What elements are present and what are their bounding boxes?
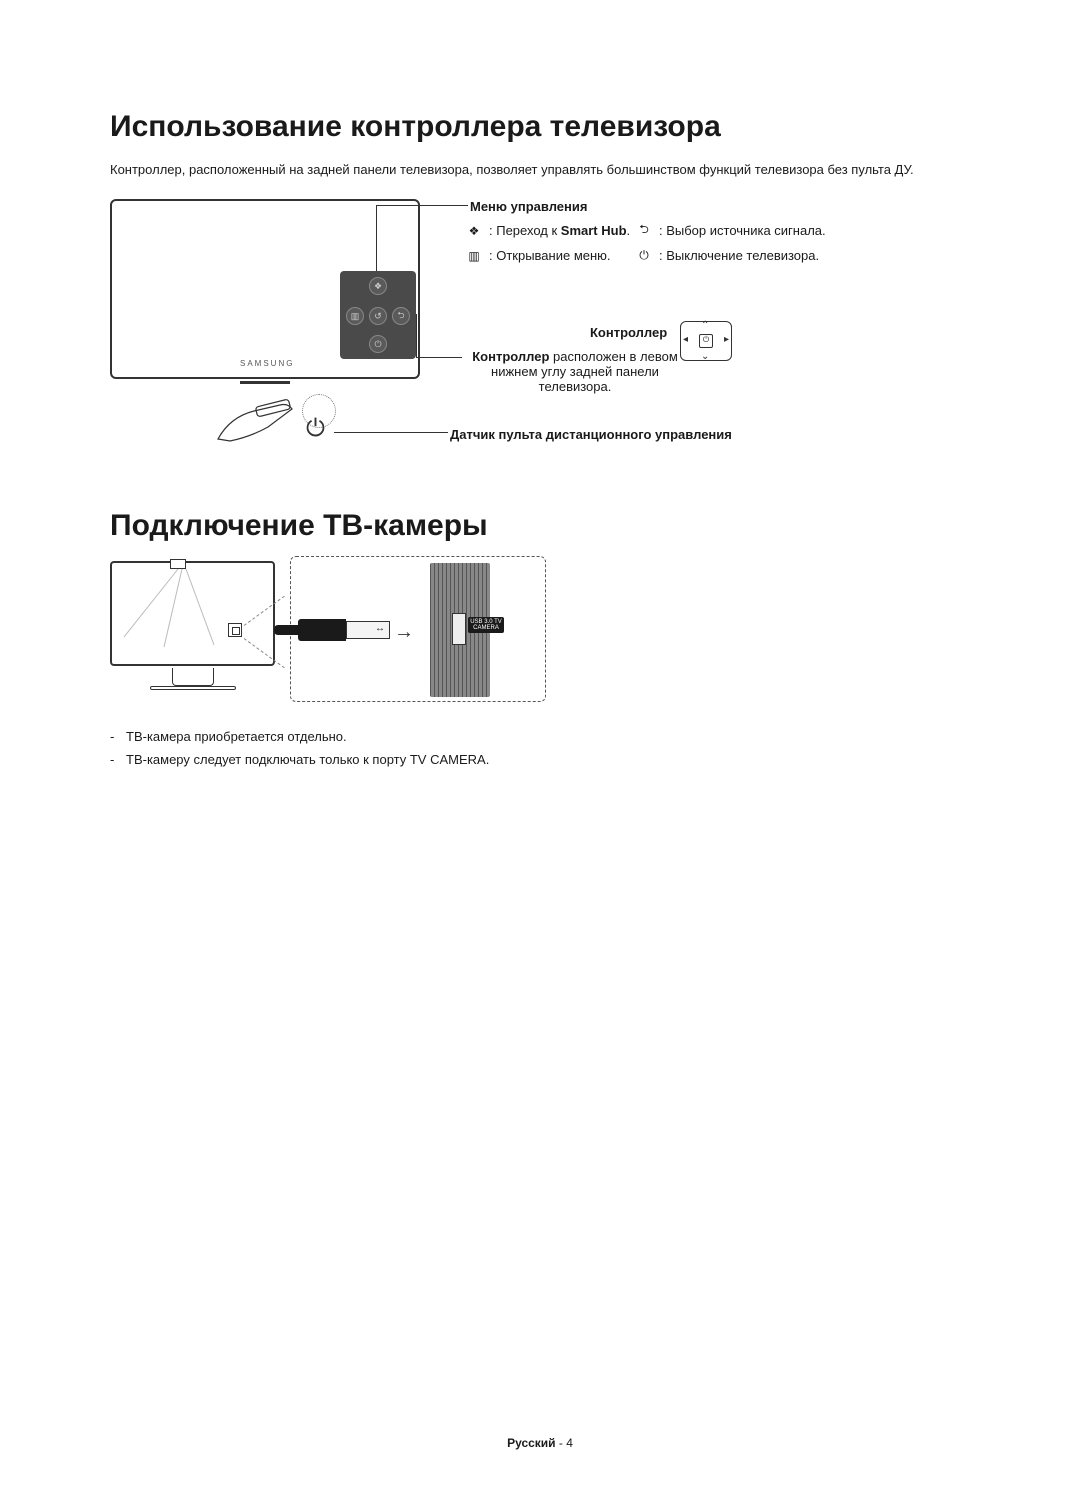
smart-hub-icon: ❖: [465, 224, 483, 238]
legend-text: : Выключение телевизора.: [659, 248, 819, 263]
camera-notes-list: ТВ-камера приобретается отдельно. ТВ-кам…: [110, 729, 990, 767]
tv-base: [150, 686, 236, 690]
tv-stand: [240, 381, 290, 384]
section2-heading: Подключение ТВ-камеры: [110, 509, 990, 543]
controller-figure: SAMSUNG ❖ ▥ ↺ ⮌ ⏻ ⏻ Меню управления ❖ : …: [110, 199, 940, 459]
footer-separator: -: [556, 1436, 567, 1450]
menu-control-label: Меню управления: [470, 199, 587, 214]
port-highlight-box: [228, 623, 242, 637]
power-icon: ⏻: [635, 249, 653, 263]
leader-line: [416, 357, 462, 358]
tv-brand-label: SAMSUNG: [240, 359, 294, 368]
controller-mini-diagram: ⌃ ⌄ ◂ ▸ ⏻: [680, 321, 732, 361]
controller-label: Контроллер: [590, 325, 667, 340]
leader-line: [416, 314, 417, 358]
arrow-right-icon: →: [394, 621, 414, 644]
legend-text: : Переход к Smart Hub.: [489, 223, 630, 238]
icon-legend: ❖ : Переход к Smart Hub. ⮌ : Выбор источ…: [465, 223, 826, 273]
usb-port-slot: [452, 613, 466, 645]
camera-ray-lines: [114, 567, 274, 667]
legend-text: : Открывание меню.: [489, 248, 611, 263]
footer-language: Русский: [507, 1436, 556, 1450]
controller-btn-source-icon: ⮌: [392, 307, 410, 325]
section1-heading: Использование контроллера телевизора: [110, 110, 990, 144]
power-icon: ⏻: [306, 415, 325, 443]
leader-line: [376, 205, 377, 271]
list-item: ТВ-камеру следует подключать только к по…: [126, 752, 990, 767]
usb-port-label: USB 3.0 TV CAMERA: [468, 617, 504, 633]
leader-line: [334, 432, 448, 433]
usb-body: [298, 619, 346, 641]
controller-btn-smart-icon: ❖: [369, 277, 387, 295]
list-item: ТВ-камера приобретается отдельно.: [126, 729, 990, 744]
controller-center-icon: ⏻: [699, 334, 713, 348]
controller-btn-menu-icon: ▥: [346, 307, 364, 325]
controller-btn-return-icon: ↺: [369, 307, 387, 325]
usb-cable: [274, 625, 300, 635]
tv-stand: [172, 668, 214, 686]
controller-description: Контроллер расположен в левом нижнем угл…: [460, 349, 690, 394]
chevron-down-icon: ⌄: [701, 351, 709, 362]
chevron-left-icon: ◂: [683, 334, 688, 345]
controller-btn-power-icon: ⏻: [369, 335, 387, 353]
usb-plug-illustration: [298, 609, 394, 651]
menu-icon: ▥: [465, 249, 483, 263]
camera-connection-figure: → USB 3.0 TV CAMERA: [110, 561, 560, 711]
footer-page-number: 4: [566, 1436, 573, 1450]
usb-connector: [346, 621, 390, 639]
section1-intro: Контроллер, расположенный на задней пане…: [110, 162, 990, 177]
source-icon: ⮌: [635, 224, 653, 238]
chevron-up-icon: ⌃: [701, 320, 709, 331]
controller-panel: ❖ ▥ ↺ ⮌ ⏻: [340, 271, 416, 359]
legend-text: : Выбор источника сигнала.: [659, 223, 826, 238]
remote-sensor-label: Датчик пульта дистанционного управления: [450, 427, 732, 442]
chevron-right-icon: ▸: [724, 334, 729, 345]
leader-line: [376, 205, 468, 206]
page-footer: Русский - 4: [0, 1436, 1080, 1450]
